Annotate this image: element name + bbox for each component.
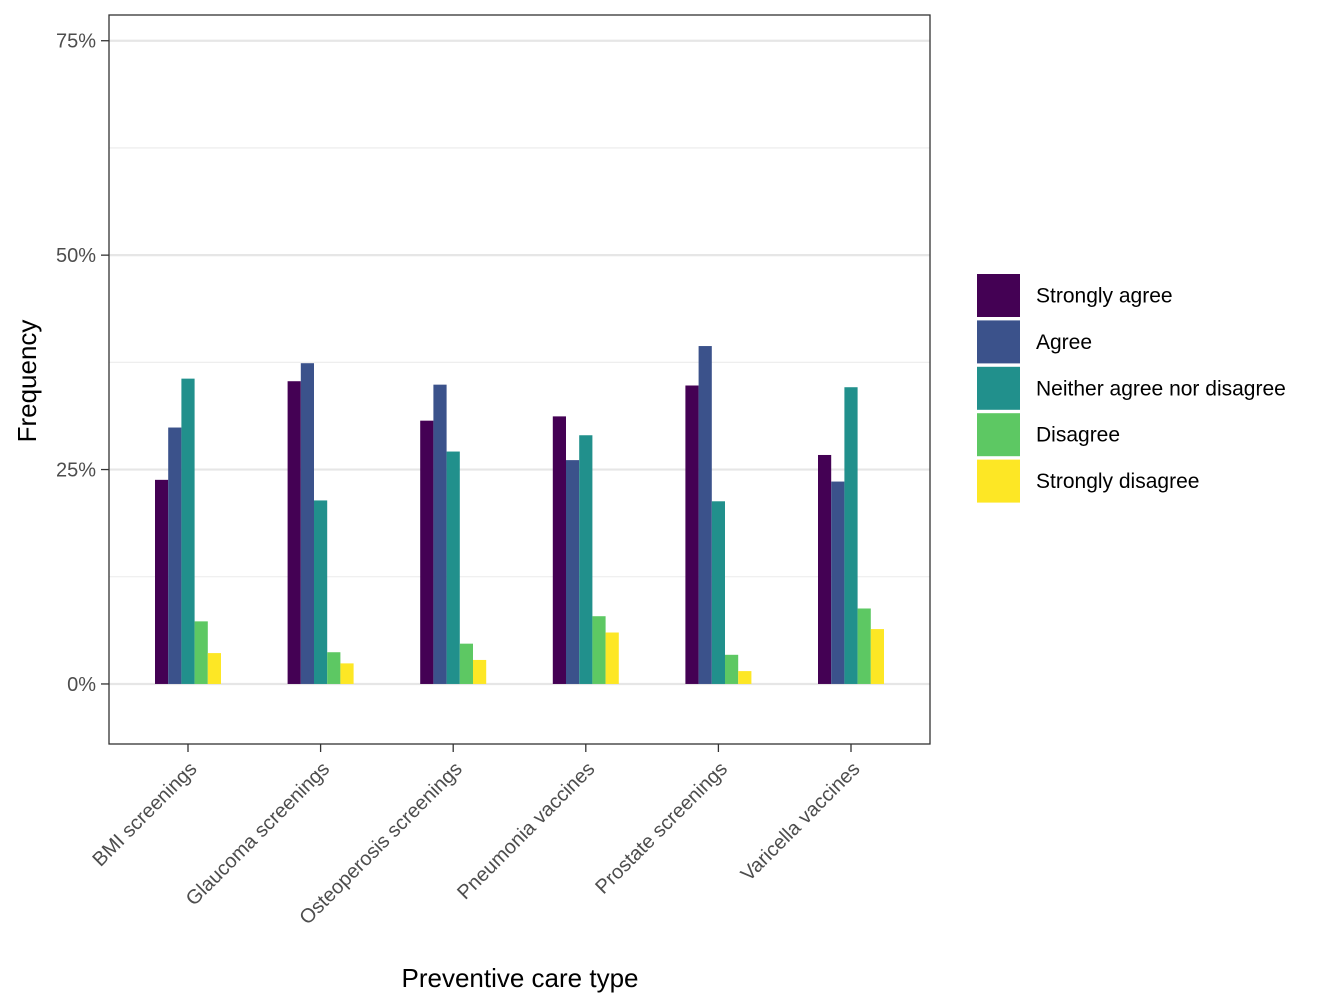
- plot-panel-border: [108, 14, 931, 745]
- grid-lines: [109, 39, 930, 686]
- bar: [155, 479, 169, 684]
- bar: [287, 381, 301, 684]
- y-tick-label: 75%: [56, 31, 96, 53]
- bar: [844, 387, 858, 684]
- bar: [685, 385, 699, 684]
- bar: [327, 652, 341, 684]
- y-tick-label: 25%: [56, 460, 96, 482]
- bar: [818, 454, 832, 684]
- bar: [831, 481, 845, 684]
- legend-label: Strongly disagree: [1036, 470, 1199, 493]
- x-tick-label: Glaucoma screenings: [182, 758, 334, 910]
- bar: [579, 435, 593, 684]
- legend-key: [977, 320, 1020, 364]
- bar: [605, 632, 619, 684]
- y-tick-label: 0%: [67, 674, 96, 696]
- bar: [711, 501, 725, 684]
- bar: [194, 621, 208, 684]
- legend-key: [977, 274, 1020, 317]
- bar: [433, 384, 447, 684]
- bar: [566, 460, 580, 684]
- bar: [300, 363, 314, 684]
- bar: [473, 659, 487, 684]
- x-tick-label: Varicella vaccines: [737, 758, 865, 886]
- bar: [698, 346, 712, 684]
- bar: [314, 500, 328, 684]
- bar: [181, 378, 195, 684]
- y-axis-title: Frequency: [12, 320, 42, 443]
- x-tick-label: BMI screenings: [89, 758, 202, 871]
- legend-key: [977, 459, 1020, 503]
- bars: [155, 346, 884, 684]
- y-tick-label: 50%: [56, 245, 96, 267]
- x-tick-label: Prostate screenings: [591, 758, 732, 899]
- x-tick-label: Pneumonia vaccines: [453, 758, 599, 904]
- bar: [459, 643, 473, 684]
- legend: Strongly agree Agree Neither agree nor dis…: [977, 274, 1286, 503]
- legend-label: Strongly agree: [1036, 285, 1173, 308]
- y-axis: 0% 25% 50% 75%: [56, 31, 109, 696]
- bar: [857, 608, 871, 684]
- bar: [870, 629, 884, 684]
- legend-label: Neither agree nor disagree: [1036, 377, 1286, 400]
- bar: [446, 451, 460, 684]
- bar: [725, 654, 739, 684]
- legend-key: [977, 413, 1020, 457]
- legend-label: Agree: [1036, 331, 1092, 354]
- bar: [168, 427, 182, 684]
- bar: [552, 416, 566, 684]
- bar: [592, 616, 606, 684]
- x-axis-title: Preventive care type: [401, 963, 638, 993]
- legend-label: Disagree: [1036, 424, 1120, 447]
- bar: [738, 671, 752, 684]
- bar: [420, 420, 434, 684]
- bar: [340, 663, 354, 684]
- bar: [207, 653, 221, 684]
- legend-key: [977, 366, 1020, 410]
